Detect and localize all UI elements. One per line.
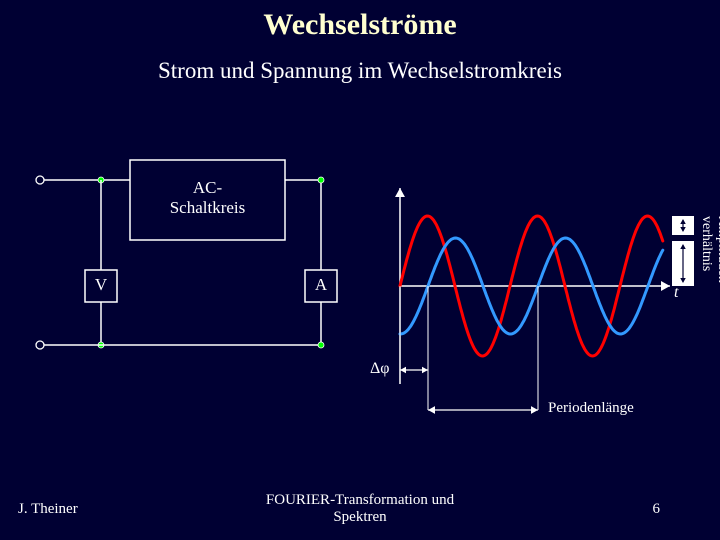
time-axis-label: t — [674, 284, 678, 302]
voltmeter-label: V — [85, 275, 117, 295]
ammeter-label: A — [305, 275, 337, 295]
period-length-label: Periodenlänge — [548, 400, 634, 417]
footer-page-number: 6 — [653, 501, 661, 518]
subtitle: Strom und Spannung im Wechselstromkreis — [0, 58, 720, 84]
diagram-svg — [0, 120, 720, 480]
amplitude-ratio-label: Amplituden-verhältnis — [698, 216, 720, 288]
footer-title: FOURIER-Transformation undSpektren — [0, 492, 720, 526]
phase-shift-label: Δφ — [370, 360, 390, 378]
page-title: Wechselströme — [0, 8, 720, 42]
slide: Wechselströme Strom und Spannung im Wech… — [0, 0, 720, 540]
ac-box-label: AC-Schaltkreis — [130, 178, 285, 218]
diagram-area: AC-Schaltkreis V A Δφ Periodenlänge Ampl… — [0, 120, 720, 480]
